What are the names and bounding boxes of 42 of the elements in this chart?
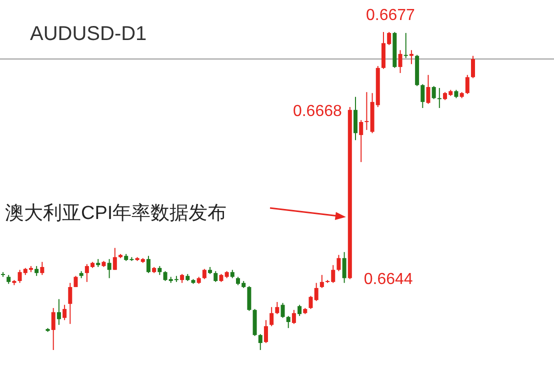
candlestick <box>314 282 318 302</box>
candlestick <box>420 84 425 108</box>
candlestick <box>354 96 358 141</box>
candlestick <box>280 302 285 318</box>
candlestick <box>437 87 442 108</box>
candlestick <box>471 55 475 79</box>
candlestick <box>398 50 402 74</box>
candlestick <box>214 270 218 282</box>
candlestick <box>264 320 268 344</box>
annotation: 澳大利亚CPI年率数据发布 <box>5 202 227 224</box>
candlestick <box>292 309 296 324</box>
candlestick <box>112 247 117 270</box>
candlestick <box>40 261 44 276</box>
candlestick <box>409 50 414 65</box>
candlestick <box>68 282 72 324</box>
candlestick <box>51 308 56 350</box>
annotation: 0.6668 <box>292 102 342 120</box>
candlestick <box>146 255 150 274</box>
candlestick <box>62 304 67 321</box>
candlestick <box>202 268 206 280</box>
candlestick <box>34 266 39 276</box>
candlestick <box>336 254 341 272</box>
candlestick <box>258 334 262 350</box>
candlestick <box>308 295 313 310</box>
candlestick <box>107 258 112 279</box>
candlestick <box>432 86 436 100</box>
candlestick <box>364 92 369 130</box>
candlestick <box>56 298 61 326</box>
text: 0.6677 <box>366 7 416 24</box>
annotation: 0.6644 <box>364 271 413 288</box>
candlestick <box>404 32 408 59</box>
candlestick <box>247 286 252 312</box>
candlestick <box>298 304 302 316</box>
chart-title: AUDUSD-D1 <box>30 23 147 45</box>
candlestick <box>465 74 470 95</box>
candlestick <box>270 306 274 327</box>
candlestick <box>320 274 324 288</box>
candlestick <box>286 315 290 329</box>
candlestick <box>275 301 280 315</box>
candlestick <box>359 120 364 163</box>
candlestick <box>426 74 430 104</box>
candlestick <box>342 252 346 284</box>
